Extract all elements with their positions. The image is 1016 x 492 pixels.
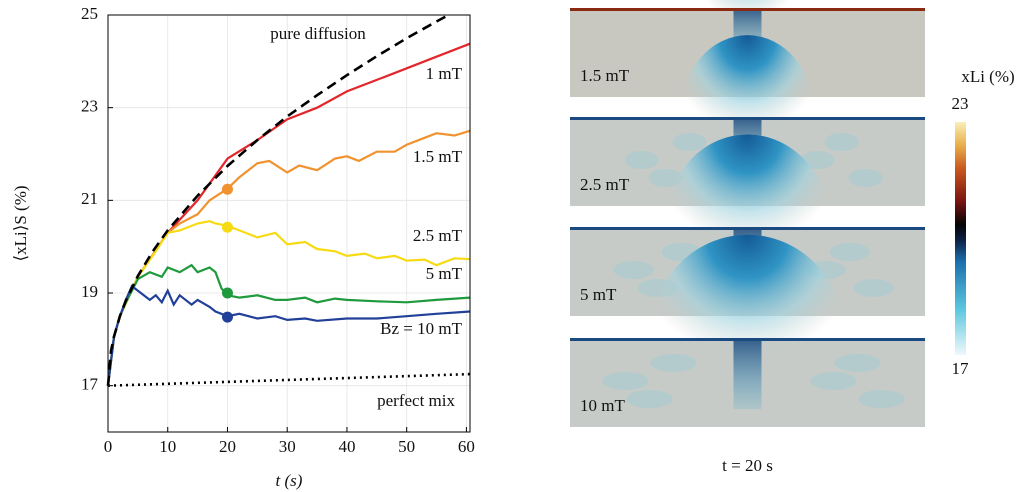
series-label: pure diffusion [270,24,366,43]
panel-label: 5 mT [580,285,617,304]
series-label: perfect mix [377,391,455,410]
panel-label: 1.5 mT [580,66,630,85]
series-label: 2.5 mT [413,226,463,245]
field-swirl [800,151,835,169]
field-core [733,338,762,410]
y-tick-label: 23 [81,97,98,116]
series-label: 5 mT [426,264,463,283]
x-tick-label: 20 [219,437,236,456]
field-swirl [858,390,905,408]
field-swirl [613,261,654,279]
x-tick-label: 60 [458,437,475,456]
field-swirl [672,133,707,151]
y-tick-label: 21 [81,189,98,208]
x-tick-label: 50 [398,437,415,456]
series-label: 1 mT [426,64,463,83]
field-swirl [829,243,870,261]
colorbar [955,122,966,355]
field-swirl [848,169,883,187]
field-top-layer [570,227,925,230]
series-line [106,13,450,386]
colorbar-tick-label: 23 [952,94,969,113]
field-swirl [602,372,649,390]
field-panel [570,234,925,442]
series-marker [221,311,233,323]
field-swirl [650,354,697,372]
series-line [106,263,471,386]
field-swirl [624,151,659,169]
field-swirl [834,354,881,372]
panel-label: 2.5 mT [580,175,630,194]
field-top-layer [570,338,925,341]
series-label: Bz = 10 mT [380,319,462,338]
series-line [107,372,471,387]
field-top-layer [570,8,925,11]
series-line [106,220,471,386]
series-label: 1.5 mT [413,147,463,166]
field-swirl [810,372,857,390]
field-top-layer [570,117,925,120]
y-tick-label: 17 [81,375,99,394]
x-tick-label: 0 [104,437,113,456]
x-tick-label: 40 [338,437,355,456]
series-marker [221,287,233,299]
field-swirl [853,279,894,297]
y-tick-label: 25 [81,4,98,23]
series-marker [221,221,233,233]
panel-label: 10 mT [580,396,625,415]
y-tick-label: 19 [81,282,98,301]
y-axis-label: ⟨xLi⟩S (%) [11,185,30,261]
series-line [106,129,471,386]
x-axis-label: t = 20 s [722,456,773,475]
plot-frame [107,14,471,433]
colorbar-tick-label: 17 [952,359,970,378]
series-marker [221,183,233,195]
colorbar-label: xLi (%) [961,67,1014,86]
x-tick-label: 10 [159,437,176,456]
x-axis-label: t (s) [276,471,303,490]
field-swirl [648,169,683,187]
series-line [106,284,471,386]
field-swirl [824,133,859,151]
field-swirl [626,390,673,408]
x-tick-label: 30 [279,437,296,456]
